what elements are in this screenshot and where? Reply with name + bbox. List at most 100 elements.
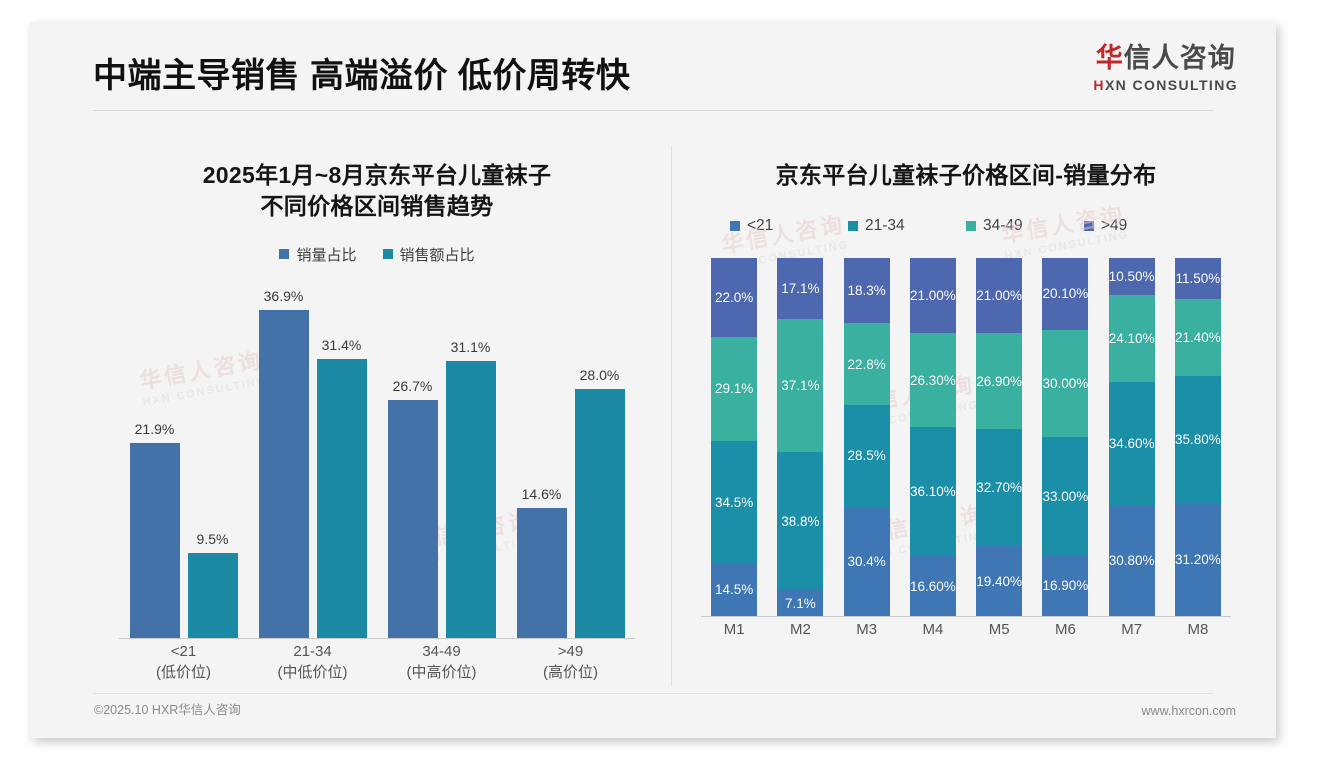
bar-value-label: 28.0% bbox=[579, 366, 620, 383]
legend-item-right-2[interactable]: 34-49 bbox=[966, 217, 1084, 235]
x-tick-label: <21 (低价位) bbox=[119, 641, 248, 685]
stacked-bar-column[interactable]: 10.50% 24.10% 34.60% 30.80% bbox=[1099, 257, 1165, 616]
stack-segment[interactable]: 18.3% bbox=[843, 257, 890, 324]
bar-group: 21.9% 9.5% bbox=[119, 283, 248, 638]
left-chart-title-line2: 不同价格区间销售趋势 bbox=[260, 192, 494, 219]
stack-segment[interactable]: 14.5% bbox=[711, 563, 758, 616]
legend-label: <21 bbox=[747, 216, 774, 234]
stack-segment[interactable]: 36.10% bbox=[909, 427, 956, 557]
footer-website: www.hxrcon.com bbox=[1141, 704, 1236, 718]
footer-copyright: ©2025.10 HXR华信人咨询 bbox=[94, 703, 241, 717]
bar-column[interactable]: 28.0% bbox=[574, 283, 625, 638]
stack-segment[interactable]: 26.90% bbox=[976, 333, 1023, 430]
bar-rect[interactable] bbox=[129, 442, 180, 638]
stack-segment[interactable]: 21.00% bbox=[909, 257, 956, 333]
stack-segment-label: 18.3% bbox=[847, 283, 886, 299]
legend-item-left-0[interactable]: 销量占比 bbox=[279, 244, 357, 265]
x-tick-label: M2 bbox=[789, 620, 811, 638]
stack-segment[interactable]: 37.1% bbox=[777, 318, 824, 452]
stack-segment-label: 21.40% bbox=[1174, 329, 1221, 345]
left-chart-title-line1: 2025年1月~8月京东平台儿童袜子 bbox=[202, 162, 552, 188]
stack-segment[interactable]: 21.00% bbox=[976, 257, 1023, 333]
bar-column[interactable]: 31.1% bbox=[445, 283, 496, 638]
stack-segment-label: 20.10% bbox=[1042, 286, 1089, 302]
stack-segment-label: 31.20% bbox=[1174, 552, 1221, 568]
x-axis-labels: M1 M2 M3 M4 M5 M6 M7 M8 bbox=[701, 621, 1231, 638]
stack-segment[interactable]: 22.0% bbox=[711, 257, 758, 337]
x-tick-label: M8 bbox=[1187, 620, 1209, 638]
stack-segment[interactable]: 7.1% bbox=[777, 590, 824, 616]
logo-cn-red-char: 华 bbox=[1095, 43, 1124, 73]
stack-segment[interactable]: 11.50% bbox=[1174, 257, 1221, 300]
bar-rect[interactable] bbox=[316, 358, 367, 638]
stack-segment[interactable]: 16.90% bbox=[1042, 555, 1089, 616]
legend-item-right-0[interactable]: <21 bbox=[730, 217, 848, 235]
stack-segment[interactable]: 30.4% bbox=[843, 506, 890, 616]
x-tick-label: M6 bbox=[1054, 620, 1076, 638]
stack-segment[interactable]: 21.40% bbox=[1174, 299, 1221, 376]
stacked-bar-column[interactable]: 21.00% 26.90% 32.70% 19.40% bbox=[966, 257, 1032, 616]
stack-segment-label: 22.0% bbox=[714, 289, 754, 305]
stack-segment[interactable]: 24.10% bbox=[1108, 295, 1155, 382]
stacked-bar: 17.1% 37.1% 38.8% 7.1% bbox=[777, 257, 824, 616]
stacked-bar-column[interactable]: 20.10% 30.00% 33.00% 16.90% bbox=[1032, 257, 1098, 616]
x-tick-main: <21 bbox=[170, 642, 197, 660]
legend-item-right-3[interactable]: >49 bbox=[1084, 217, 1202, 235]
stack-segment-label: 38.8% bbox=[781, 513, 820, 529]
stack-segment-label: 35.80% bbox=[1174, 432, 1221, 448]
stack-segment[interactable]: 26.30% bbox=[909, 333, 956, 428]
bar-column[interactable]: 26.7% bbox=[387, 283, 438, 638]
stack-segment[interactable]: 10.50% bbox=[1108, 257, 1155, 296]
stacked-bar-column[interactable]: 11.50% 21.40% 35.80% 31.20% bbox=[1165, 257, 1231, 616]
stack-segment[interactable]: 30.80% bbox=[1108, 505, 1155, 616]
logo-en-rest: XN CONSULTING bbox=[1104, 76, 1238, 93]
stack-segment-label: 22.8% bbox=[847, 356, 886, 372]
bar-rect[interactable] bbox=[574, 388, 625, 638]
bar-value-label: 31.4% bbox=[321, 336, 362, 353]
left-chart-title: 2025年1月~8月京东平台儿童袜子 不同价格区间销售趋势 bbox=[92, 160, 662, 222]
bar-rect[interactable] bbox=[187, 552, 238, 638]
x-tick-main: >49 bbox=[557, 642, 584, 660]
stack-segment[interactable]: 19.40% bbox=[976, 546, 1023, 616]
stack-segment-label: 28.5% bbox=[847, 448, 886, 464]
stacked-bar: 18.3% 22.8% 28.5% 30.4% bbox=[843, 257, 890, 616]
stack-segment[interactable]: 34.5% bbox=[711, 440, 758, 564]
stacked-bar-column[interactable]: 17.1% 37.1% 38.8% 7.1% bbox=[767, 257, 833, 616]
stack-segment[interactable]: 35.80% bbox=[1174, 375, 1221, 505]
stack-segment[interactable]: 30.00% bbox=[1042, 329, 1089, 438]
bar-column[interactable]: 31.4% bbox=[316, 283, 367, 638]
stack-segment[interactable]: 32.70% bbox=[976, 429, 1023, 547]
stack-segment[interactable]: 34.60% bbox=[1108, 381, 1155, 506]
x-tick-sub: (中低价位) bbox=[277, 664, 348, 682]
stack-segment[interactable]: 31.20% bbox=[1174, 504, 1221, 616]
logo-chinese-text: 华信人咨询 bbox=[1093, 43, 1238, 74]
legend-label: 销售额占比 bbox=[399, 246, 475, 264]
bar-column[interactable]: 9.5% bbox=[187, 283, 238, 638]
stacked-bar-column[interactable]: 18.3% 22.8% 28.5% 30.4% bbox=[834, 257, 900, 616]
stack-segment[interactable]: 16.60% bbox=[909, 556, 956, 616]
bar-column[interactable]: 14.6% bbox=[516, 283, 567, 638]
x-tick-label: M3 bbox=[856, 620, 878, 638]
legend-item-left-1[interactable]: 销售额占比 bbox=[382, 244, 475, 265]
stacked-bar-column[interactable]: 21.00% 26.30% 36.10% 16.60% bbox=[900, 257, 966, 616]
bar-rect[interactable] bbox=[258, 309, 309, 638]
bar-rect[interactable] bbox=[516, 507, 567, 638]
bar-rect[interactable] bbox=[387, 399, 438, 638]
stack-segment[interactable]: 17.1% bbox=[777, 257, 824, 319]
stack-segment[interactable]: 33.00% bbox=[1042, 437, 1089, 556]
stack-segment-label: 26.30% bbox=[909, 372, 956, 388]
stack-segment[interactable]: 38.8% bbox=[777, 451, 824, 591]
footer-divider bbox=[93, 693, 1213, 694]
legend-swatch-icon bbox=[730, 220, 740, 231]
stack-segment[interactable]: 28.5% bbox=[843, 404, 890, 507]
stack-segment[interactable]: 29.1% bbox=[711, 336, 758, 441]
legend-item-right-1[interactable]: 21-34 bbox=[848, 217, 966, 235]
bar-group: 36.9% 31.4% bbox=[248, 283, 377, 638]
bar-column[interactable]: 36.9% bbox=[258, 283, 309, 638]
stack-segment[interactable]: 22.8% bbox=[843, 323, 890, 405]
bar-column[interactable]: 21.9% bbox=[129, 283, 180, 638]
bar-rect[interactable] bbox=[445, 360, 496, 638]
stack-segment[interactable]: 20.10% bbox=[1042, 257, 1089, 330]
stacked-bar-column[interactable]: 22.0% 29.1% 34.5% 14.5% bbox=[701, 257, 767, 616]
header-divider bbox=[93, 110, 1213, 111]
